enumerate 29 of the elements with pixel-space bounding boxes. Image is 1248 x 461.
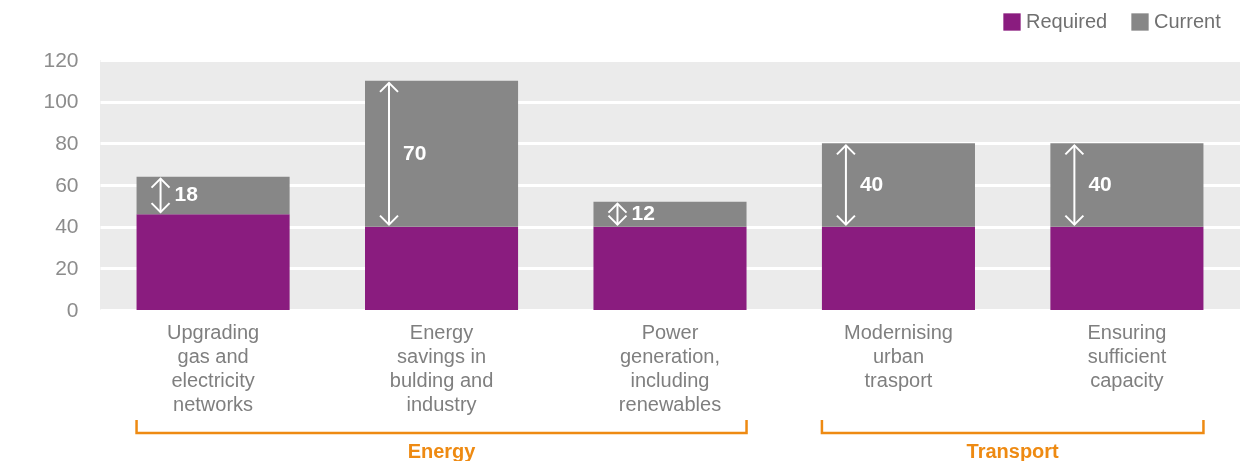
legend-label: Current: [1154, 10, 1222, 32]
y-tick-label: 100: [43, 89, 79, 113]
y-tick-label: 0: [66, 297, 79, 321]
x-tick-label: Upgrading gas and electricity networks: [166, 320, 260, 415]
bar: [821, 143, 975, 227]
legend-label: Required: [1026, 10, 1108, 32]
bar: [1050, 143, 1204, 227]
x-tick-label: Modernising urban trasport: [843, 320, 953, 391]
bar: [136, 214, 290, 310]
bar: [365, 226, 519, 310]
y-tick-label: 80: [55, 130, 79, 154]
data-label: 18: [174, 182, 199, 206]
x-tick-label: Energy savings in bulding and industry: [389, 320, 494, 415]
bar: [593, 201, 747, 227]
bar: [593, 226, 747, 310]
data-label: 40: [1088, 172, 1112, 195]
y-tick-label: 60: [55, 172, 79, 196]
y-tick-label: 40: [55, 214, 79, 238]
y-tick-label: 20: [55, 255, 79, 279]
bar: [1050, 226, 1204, 310]
y-tick-label: 120: [43, 47, 79, 71]
data-label: 12: [631, 201, 655, 225]
bar: [365, 80, 519, 227]
bar: [136, 176, 290, 215]
data-label: 70: [403, 140, 427, 164]
x-tick-label: Ensuring sufficient capacity: [1087, 320, 1167, 391]
data-label: 40: [859, 172, 884, 195]
bar: [821, 226, 975, 310]
x-tick-label: Power generation, including renewables: [618, 320, 722, 415]
